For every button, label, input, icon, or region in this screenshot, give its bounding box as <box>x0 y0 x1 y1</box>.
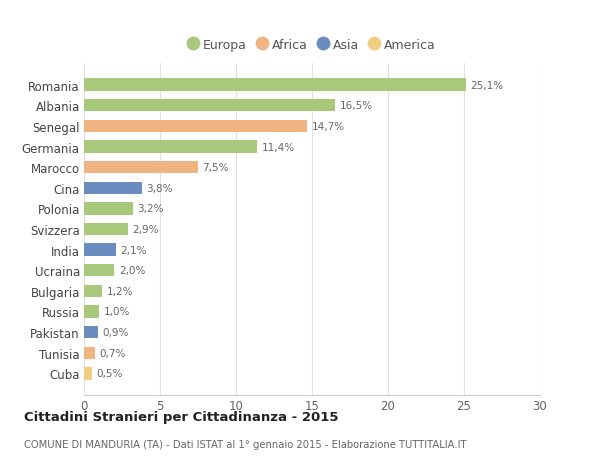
Text: 2,1%: 2,1% <box>121 245 147 255</box>
Bar <box>84 162 198 174</box>
Bar <box>84 347 95 359</box>
Bar <box>84 264 115 277</box>
Text: 14,7%: 14,7% <box>312 122 345 132</box>
Legend: Europa, Africa, Asia, America: Europa, Africa, Asia, America <box>188 39 436 51</box>
Bar <box>84 244 116 256</box>
Bar <box>84 141 257 153</box>
Text: 2,9%: 2,9% <box>133 224 159 235</box>
Text: 1,0%: 1,0% <box>104 307 130 317</box>
Text: 0,7%: 0,7% <box>99 348 125 358</box>
Bar <box>84 285 102 297</box>
Text: COMUNE DI MANDURIA (TA) - Dati ISTAT al 1° gennaio 2015 - Elaborazione TUTTITALI: COMUNE DI MANDURIA (TA) - Dati ISTAT al … <box>24 440 467 449</box>
Text: 3,2%: 3,2% <box>137 204 164 214</box>
Text: Cittadini Stranieri per Cittadinanza - 2015: Cittadini Stranieri per Cittadinanza - 2… <box>24 410 338 423</box>
Text: 1,2%: 1,2% <box>107 286 133 296</box>
Bar <box>84 306 99 318</box>
Text: 0,9%: 0,9% <box>102 327 128 337</box>
Text: 16,5%: 16,5% <box>340 101 373 111</box>
Bar <box>84 100 335 112</box>
Bar <box>84 120 307 133</box>
Bar <box>84 79 466 92</box>
Text: 3,8%: 3,8% <box>146 183 173 193</box>
Text: 25,1%: 25,1% <box>470 80 503 90</box>
Bar <box>84 224 128 235</box>
Bar <box>84 367 92 380</box>
Text: 7,5%: 7,5% <box>203 163 229 173</box>
Bar <box>84 182 142 195</box>
Bar <box>84 203 133 215</box>
Text: 11,4%: 11,4% <box>262 142 295 152</box>
Text: 2,0%: 2,0% <box>119 266 145 276</box>
Text: 0,5%: 0,5% <box>96 369 122 379</box>
Bar <box>84 326 98 339</box>
